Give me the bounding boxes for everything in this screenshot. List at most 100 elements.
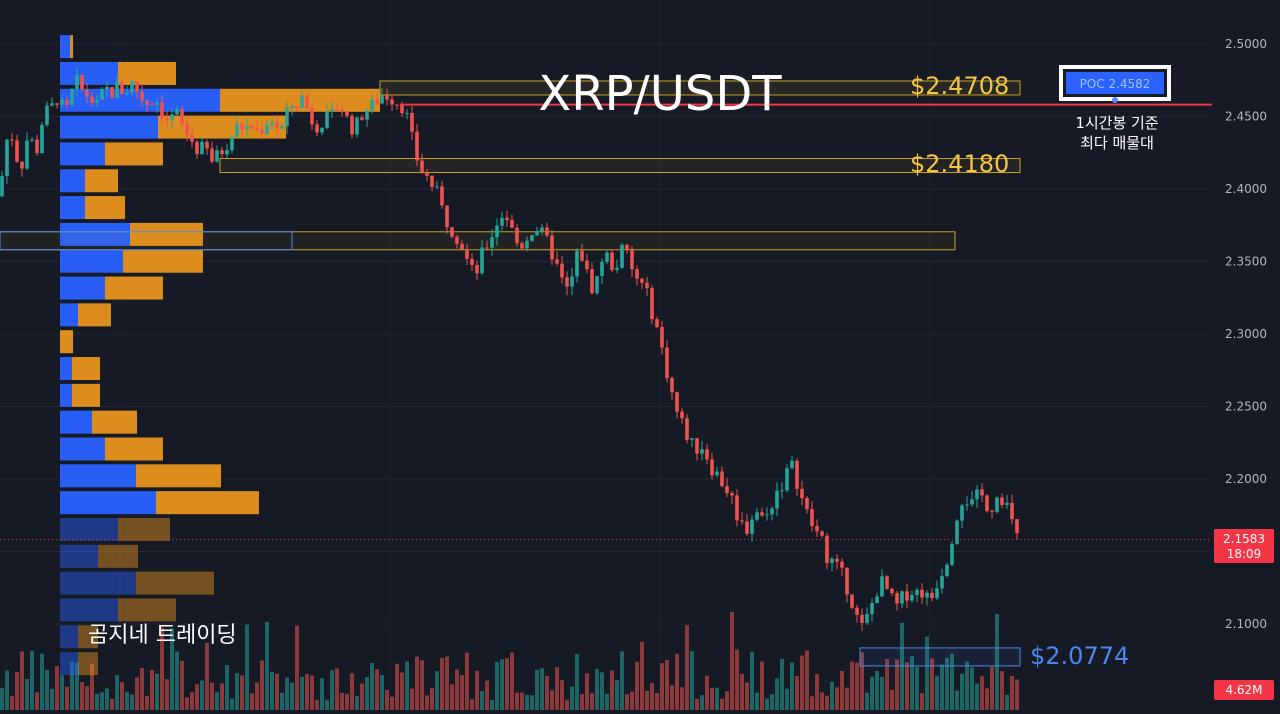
volume-bar [525,694,529,710]
volume-bar [1005,694,1009,710]
poc-marker [1112,97,1118,103]
volume-bar [100,692,104,710]
level-box-3-profile [0,231,293,251]
volume-bar [975,683,979,710]
candle-body [735,495,739,521]
volume-bar [200,680,204,710]
volume-bar [220,683,224,710]
candle-body [510,220,514,228]
volume-bar [25,679,29,710]
volume-bar [240,675,244,710]
candle-body [100,89,104,100]
profile-sell-bar [220,88,380,112]
candle-body [500,217,504,226]
candle-body [425,172,429,176]
candle-body [750,519,754,534]
candle-body [885,576,889,589]
volume-bar [45,669,49,710]
candle-body [850,594,854,608]
candle-body [930,592,934,599]
current-price-countdown: 18:09 [1227,547,1262,561]
volume-bar [600,672,604,710]
volume-bar [830,681,834,710]
volume-bar [735,649,739,710]
volume-bar [400,672,404,710]
profile-buy-bar [60,35,70,59]
volume-bar [865,692,869,710]
volume-bar [165,679,169,710]
volume-bar [630,691,634,710]
profile-sell-bar [105,437,163,461]
volume-bar [285,677,289,710]
volume-bar [965,661,969,710]
candle-body [990,511,994,513]
candle-body [620,244,624,268]
candle-body [780,490,784,492]
volume-bar [90,663,94,710]
candle-body [910,595,914,601]
volume-bar [915,666,919,710]
volume-bar [355,695,359,710]
volume-bar [905,662,909,710]
overlays [0,103,1212,540]
volume-bar [755,692,759,710]
profile-sell-bar [136,464,221,488]
volume-bar [500,659,504,710]
volume-bar [570,686,574,710]
volume-bar [50,688,54,710]
candle-body [310,108,314,125]
candle-body [490,237,494,248]
volume-bar [605,693,609,710]
candle-body [945,564,949,577]
profile-buy-bar [60,517,118,541]
candle-body [655,319,659,327]
candle-body [590,269,594,294]
volume-bar [55,665,59,710]
volume-bar [300,676,304,710]
candle-body [15,140,19,162]
volume-bar [1010,676,1014,710]
profile-sell-bar [72,383,100,407]
candle-body [525,240,529,249]
candle-body [260,129,264,135]
candle-body [625,244,629,251]
candle-body [105,86,109,90]
volume-bar [440,657,444,710]
profile-sell-bar [118,61,176,85]
volume-bar [290,682,294,710]
candle-body [710,459,714,476]
candle-body [615,267,619,270]
volume-bar [10,696,14,710]
volume-bar [560,680,564,710]
profile-buy-bar [60,410,92,434]
volume-bar [155,673,159,710]
volume-bar [485,680,489,710]
candle-body [875,596,879,604]
volume-bar [695,698,699,710]
volume-bar [395,663,399,710]
volume-bar [235,673,239,710]
candle-body [665,347,669,379]
candle-body [825,535,829,563]
candle-body [700,449,704,454]
volume-bar [320,678,324,710]
volume-profile [60,35,380,676]
candle-body [385,95,389,100]
volume-bar [670,685,674,710]
candle-body [895,593,899,604]
volume-bar [685,625,689,710]
volume-bar [225,664,229,710]
candle-body [155,102,159,105]
candle-body [695,438,699,454]
candle-body [585,260,589,270]
y-tick-label: 2.5000 [1225,37,1267,51]
volume-bar [900,622,904,710]
candle-body [550,235,554,260]
volume-bar [940,664,944,710]
volume-bar [740,673,744,710]
candle-body [690,438,694,440]
volume-bar [40,653,44,710]
candle-body [790,460,794,469]
volume-bar [720,698,724,710]
